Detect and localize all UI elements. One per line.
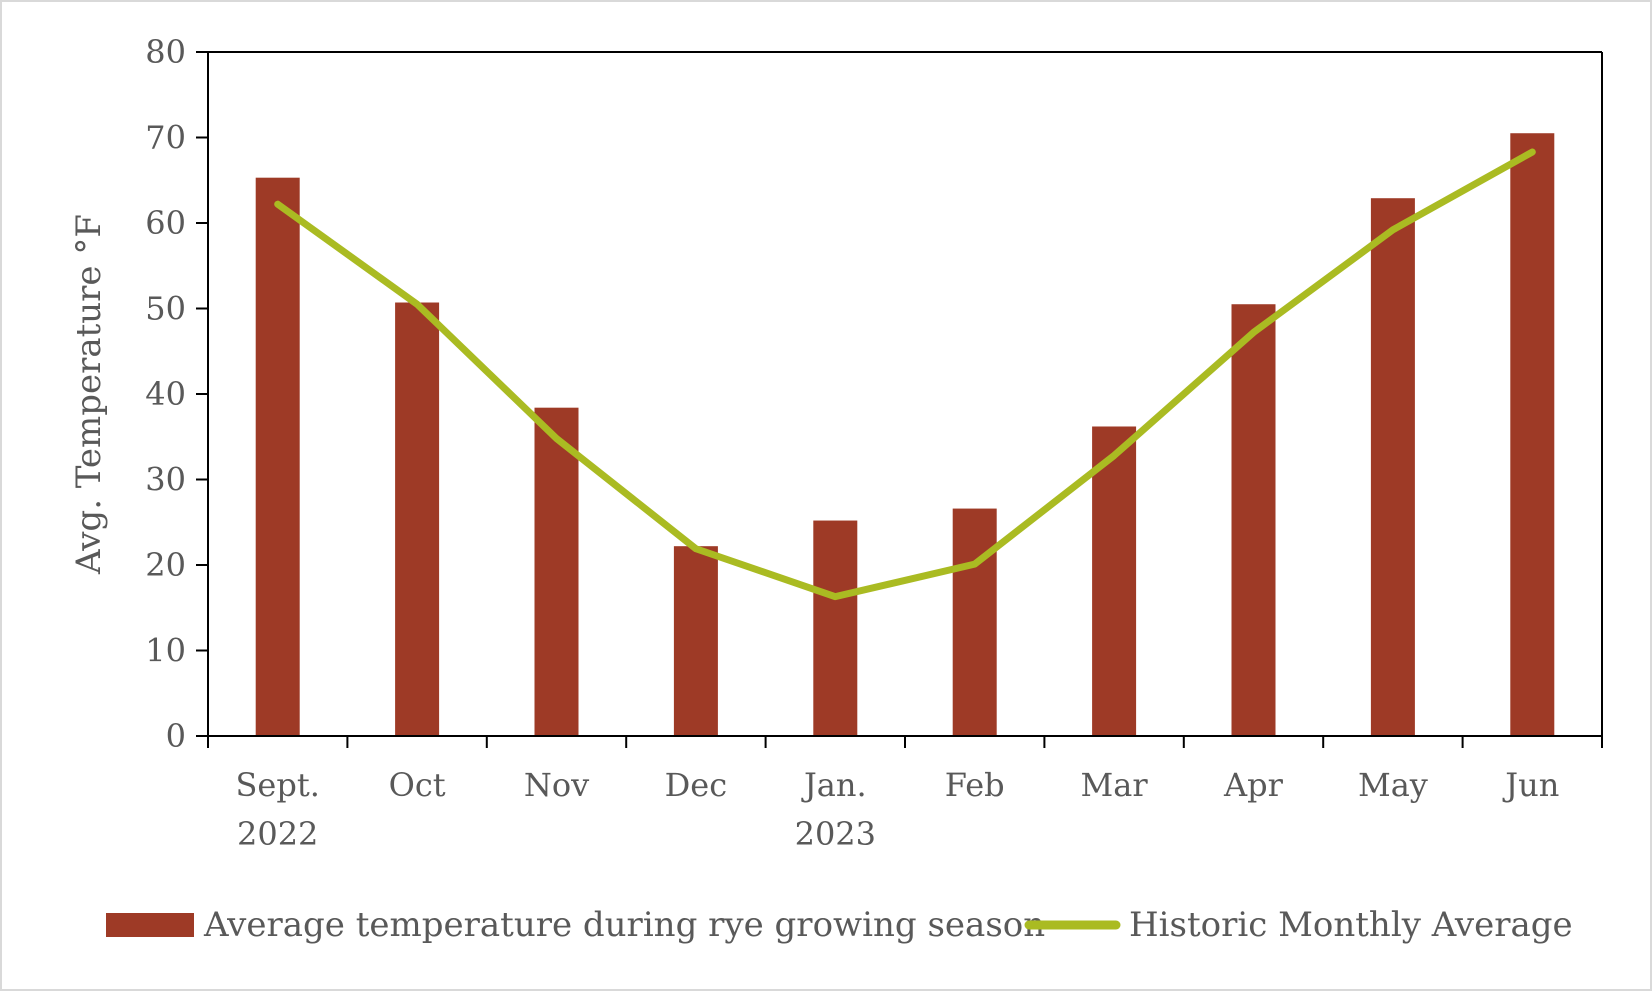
bar-5: [952, 508, 997, 736]
x-tick-label-3: Dec: [665, 766, 728, 804]
y-tick-label-1: 10: [145, 632, 186, 670]
legend-label-line-series: Historic Monthly Average: [1129, 905, 1573, 945]
y-axis-title: Avg. Temperature °F: [69, 214, 109, 575]
bar-9: [1510, 133, 1555, 737]
x-tick-label-8: May: [1358, 766, 1428, 804]
y-tick-label-8: 80: [145, 33, 186, 71]
x-tick-label-7: Apr: [1223, 766, 1284, 804]
x-tick-label-0: Sept. 2022: [236, 766, 320, 853]
y-tick-label-5: 50: [145, 290, 186, 328]
y-tick-labels: 0 10 20 30 40 50 60 70 80: [145, 33, 208, 755]
x-tick-label-1: Oct: [389, 766, 446, 804]
x-tick-label-6: Mar: [1081, 766, 1149, 804]
bar-8: [1370, 198, 1415, 736]
x-tick-label-9: Jun: [1502, 766, 1559, 804]
y-tick-label-7: 70: [145, 119, 186, 157]
bar-6: [1092, 426, 1137, 736]
bars-layer: [255, 133, 1555, 737]
bar-4: [813, 520, 858, 736]
line-layer: [274, 148, 1536, 601]
legend-swatch-bar-series: [106, 913, 194, 937]
bar-1: [395, 302, 440, 736]
historic-average-line: [274, 148, 1536, 601]
bar-3: [673, 546, 718, 736]
x-tick-labels: Sept. 2022 Oct Nov Dec Jan. 2023 Feb Mar Apr May Ju…: [207, 736, 1603, 853]
y-tick-label-6: 60: [145, 204, 186, 242]
bar-0: [255, 177, 300, 736]
x-tick-label-5: Feb: [945, 766, 1005, 804]
y-tick-label-2: 20: [145, 546, 186, 584]
x-tick-label-2: Nov: [524, 766, 589, 804]
y-tick-label-3: 30: [145, 461, 186, 499]
legend: Average temperature during rye growing s…: [106, 905, 1573, 945]
y-tick-label-4: 40: [145, 375, 186, 413]
y-tick-label-0: 0: [166, 717, 186, 755]
x-tick-label-4: Jan. 2023: [795, 766, 876, 853]
bar-7: [1231, 304, 1276, 736]
bar-2: [534, 407, 579, 736]
legend-label-bar-series: Average temperature during rye growing s…: [203, 905, 1045, 945]
